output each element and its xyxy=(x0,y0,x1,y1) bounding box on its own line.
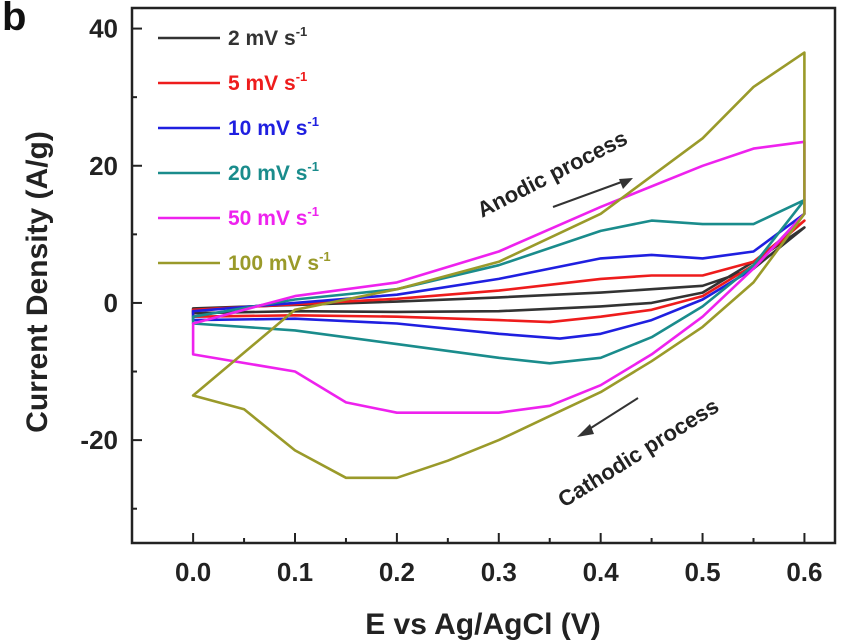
x-tick-label-1: 0.1 xyxy=(277,557,313,587)
x-tick-label-4: 0.4 xyxy=(583,557,620,587)
y-tick-label-0: -20 xyxy=(80,425,118,455)
x-axis-label: E vs Ag/AgCl (V) xyxy=(365,608,601,641)
series-layer xyxy=(191,51,806,480)
series-line-3 xyxy=(191,198,806,365)
plot-frame xyxy=(130,6,837,545)
x-tick-label-0: 0.0 xyxy=(175,557,211,587)
cathodic-annotation: Cathodic process xyxy=(553,393,723,512)
y-axis-label: Current Density (A/g) xyxy=(21,131,54,433)
legend: 2 mV s-1 5 mV s-1 10 mV s-1 20 mV s-1 50 mV … xyxy=(158,24,331,275)
x-tick-label-6: 0.6 xyxy=(786,557,822,587)
anodic-arrow xyxy=(552,179,628,208)
series-line-0 xyxy=(191,226,806,315)
panel-label: b xyxy=(2,0,26,39)
legend-entry-2: 10 mV s-1 xyxy=(228,114,319,140)
cathodic-arrow xyxy=(582,397,639,434)
axes-layer: 0.0 0.1 0.2 0.3 0.4 0.5 0.6 -20 0 20 40 xyxy=(80,14,822,587)
cathodic-label: Cathodic process xyxy=(553,393,723,512)
y-tick-label-2: 20 xyxy=(89,151,118,181)
legend-entry-5: 100 mV s-1 xyxy=(228,249,331,275)
legend-entry-0: 2 mV s-1 xyxy=(228,24,307,50)
y-tick-label-3: 40 xyxy=(89,14,118,44)
anodic-arrowhead xyxy=(619,178,633,189)
y-tick-label-1: 0 xyxy=(104,288,118,318)
series-line-5 xyxy=(191,51,806,480)
series-line-4 xyxy=(191,140,806,415)
x-tick-label-2: 0.2 xyxy=(379,557,415,587)
legend-entry-4: 50 mV s-1 xyxy=(228,204,319,230)
legend-entry-3: 20 mV s-1 xyxy=(228,159,319,185)
x-tick-label-3: 0.3 xyxy=(481,557,517,587)
x-tick-label-5: 0.5 xyxy=(684,557,720,587)
legend-entry-1: 5 mV s-1 xyxy=(228,69,307,95)
cathodic-arrowhead xyxy=(577,424,594,437)
